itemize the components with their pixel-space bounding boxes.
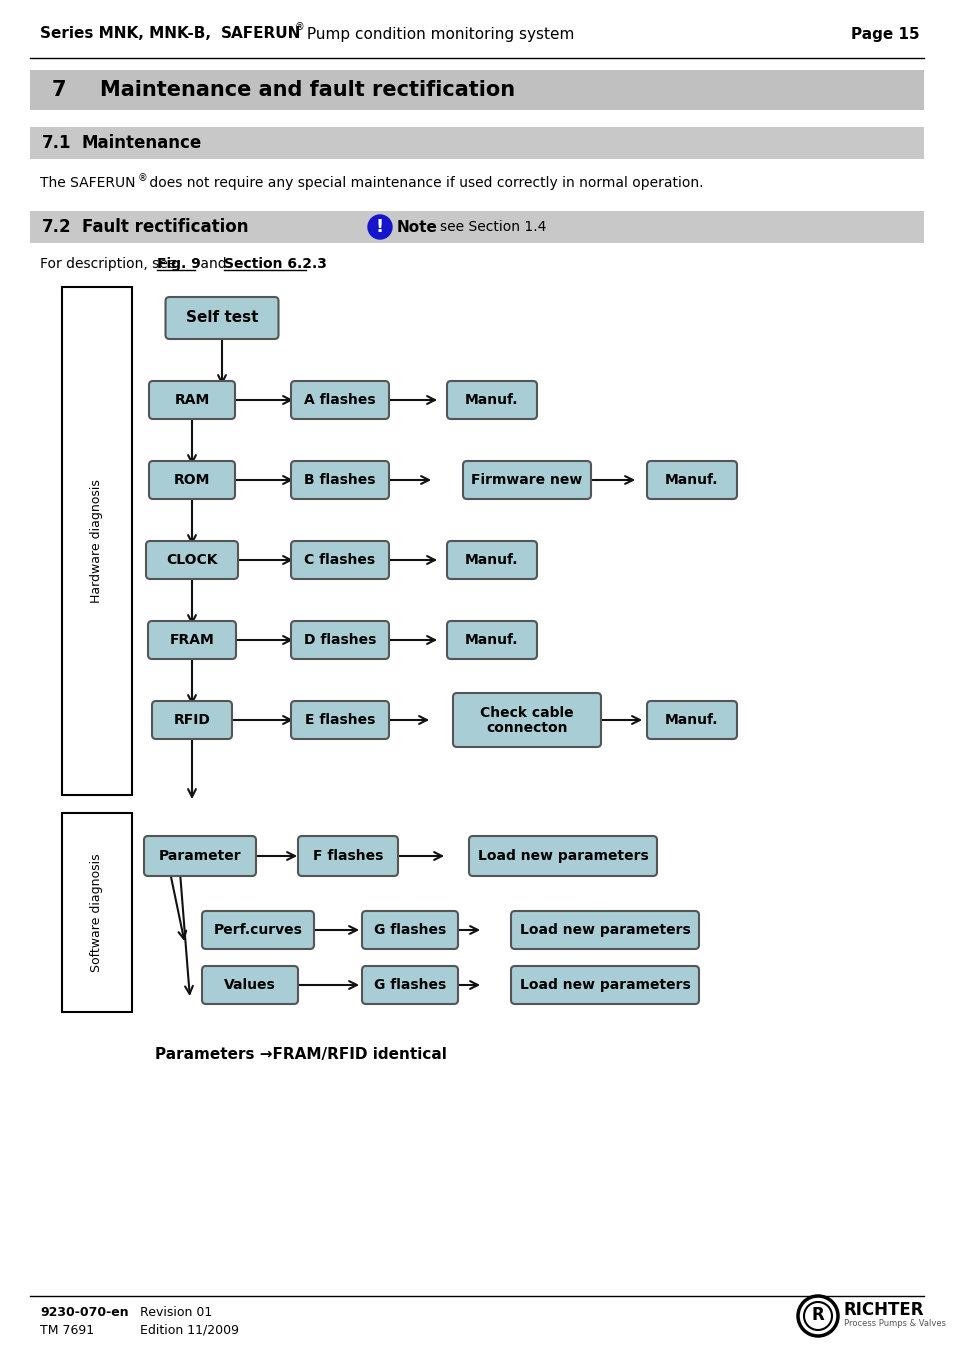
Text: Edition 11/2009: Edition 11/2009 — [140, 1324, 239, 1336]
FancyBboxPatch shape — [149, 461, 234, 499]
Text: 7.2: 7.2 — [42, 218, 71, 236]
Text: Manuf.: Manuf. — [465, 634, 518, 647]
Text: B flashes: B flashes — [304, 473, 375, 486]
Text: RAM: RAM — [174, 393, 210, 407]
FancyBboxPatch shape — [202, 966, 297, 1004]
FancyBboxPatch shape — [202, 911, 314, 948]
Text: Self test: Self test — [186, 311, 258, 326]
Text: Manuf.: Manuf. — [465, 553, 518, 567]
FancyBboxPatch shape — [291, 621, 389, 659]
Text: Firmware new: Firmware new — [471, 473, 582, 486]
FancyBboxPatch shape — [148, 621, 235, 659]
FancyBboxPatch shape — [511, 911, 699, 948]
Text: C flashes: C flashes — [304, 553, 375, 567]
Text: .: . — [307, 257, 311, 272]
Text: Manuf.: Manuf. — [664, 713, 718, 727]
Text: ®: ® — [294, 22, 304, 32]
FancyBboxPatch shape — [646, 461, 737, 499]
Text: 7: 7 — [52, 80, 67, 100]
FancyBboxPatch shape — [30, 211, 923, 243]
Text: RICHTER: RICHTER — [843, 1301, 923, 1319]
FancyBboxPatch shape — [646, 701, 737, 739]
Text: Perf.curves: Perf.curves — [213, 923, 302, 938]
Text: Maintenance and fault rectification: Maintenance and fault rectification — [100, 80, 515, 100]
Text: Manuf.: Manuf. — [664, 473, 718, 486]
Text: Pump condition monitoring system: Pump condition monitoring system — [302, 27, 574, 42]
Text: Load new parameters: Load new parameters — [519, 923, 690, 938]
Text: Values: Values — [224, 978, 275, 992]
FancyBboxPatch shape — [291, 701, 389, 739]
FancyBboxPatch shape — [462, 461, 590, 499]
Text: and: and — [195, 257, 231, 272]
FancyBboxPatch shape — [146, 540, 237, 580]
Text: For description, see: For description, see — [40, 257, 180, 272]
Text: Page 15: Page 15 — [850, 27, 919, 42]
Circle shape — [368, 215, 392, 239]
Text: SAFERUN: SAFERUN — [221, 27, 301, 42]
FancyBboxPatch shape — [447, 621, 537, 659]
Text: The SAFERUN: The SAFERUN — [40, 176, 135, 190]
FancyBboxPatch shape — [144, 836, 255, 875]
Text: Manuf.: Manuf. — [465, 393, 518, 407]
FancyBboxPatch shape — [62, 286, 132, 794]
FancyBboxPatch shape — [291, 540, 389, 580]
Text: Section 6.2.3: Section 6.2.3 — [224, 257, 327, 272]
Text: CLOCK: CLOCK — [166, 553, 217, 567]
FancyBboxPatch shape — [291, 461, 389, 499]
FancyBboxPatch shape — [447, 381, 537, 419]
FancyBboxPatch shape — [469, 836, 657, 875]
Text: RFID: RFID — [173, 713, 211, 727]
Text: E flashes: E flashes — [305, 713, 375, 727]
FancyBboxPatch shape — [165, 297, 278, 339]
Text: R: R — [811, 1306, 823, 1324]
Text: 9230-070-en: 9230-070-en — [40, 1306, 129, 1320]
FancyBboxPatch shape — [291, 381, 389, 419]
Text: Software diagnosis: Software diagnosis — [91, 854, 103, 971]
Text: Fig. 9: Fig. 9 — [157, 257, 200, 272]
Text: Maintenance: Maintenance — [82, 134, 202, 153]
Text: A flashes: A flashes — [304, 393, 375, 407]
FancyBboxPatch shape — [62, 813, 132, 1012]
FancyBboxPatch shape — [361, 966, 457, 1004]
FancyBboxPatch shape — [447, 540, 537, 580]
Text: G flashes: G flashes — [374, 923, 446, 938]
Text: see Section 1.4: see Section 1.4 — [439, 220, 546, 234]
Text: Series MNK, MNK-B,: Series MNK, MNK-B, — [40, 27, 216, 42]
FancyBboxPatch shape — [149, 381, 234, 419]
FancyBboxPatch shape — [30, 127, 923, 159]
Text: Load new parameters: Load new parameters — [519, 978, 690, 992]
FancyBboxPatch shape — [152, 701, 232, 739]
FancyBboxPatch shape — [453, 693, 600, 747]
Text: TM 7691: TM 7691 — [40, 1324, 94, 1336]
Text: ®: ® — [138, 173, 148, 182]
Text: Note: Note — [396, 219, 437, 235]
Text: Check cable: Check cable — [479, 707, 573, 720]
Text: connecton: connecton — [486, 721, 567, 735]
Text: Process Pumps & Valves: Process Pumps & Valves — [843, 1320, 945, 1328]
Text: FRAM: FRAM — [170, 634, 214, 647]
Text: 7.1: 7.1 — [42, 134, 71, 153]
Text: F flashes: F flashes — [313, 848, 383, 863]
Text: Load new parameters: Load new parameters — [477, 848, 648, 863]
Text: D flashes: D flashes — [303, 634, 375, 647]
Text: Parameter: Parameter — [158, 848, 241, 863]
Text: G flashes: G flashes — [374, 978, 446, 992]
Text: Hardware diagnosis: Hardware diagnosis — [91, 480, 103, 603]
FancyBboxPatch shape — [297, 836, 397, 875]
Text: ROM: ROM — [173, 473, 210, 486]
Text: does not require any special maintenance if used correctly in normal operation.: does not require any special maintenance… — [145, 176, 702, 190]
Text: Parameters →FRAM/RFID identical: Parameters →FRAM/RFID identical — [154, 1047, 446, 1062]
FancyBboxPatch shape — [30, 70, 923, 109]
FancyBboxPatch shape — [511, 966, 699, 1004]
Text: !: ! — [375, 218, 384, 235]
Text: Fault rectification: Fault rectification — [82, 218, 248, 236]
Text: Revision 01: Revision 01 — [140, 1306, 212, 1320]
FancyBboxPatch shape — [361, 911, 457, 948]
